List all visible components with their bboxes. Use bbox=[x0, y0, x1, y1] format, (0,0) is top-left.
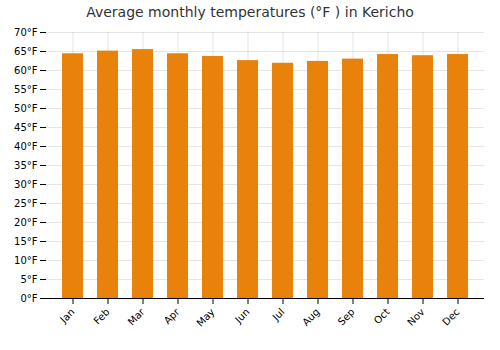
svg-text:45°F: 45°F bbox=[14, 122, 38, 133]
svg-text:50°F: 50°F bbox=[14, 103, 38, 114]
svg-text:Feb: Feb bbox=[91, 306, 111, 326]
svg-text:Sep: Sep bbox=[336, 306, 357, 327]
html-text:Average monthly temperatures (: Average monthly temperatures (°F ) in Ke… bbox=[86, 4, 414, 20]
svg-text:25°F: 25°F bbox=[14, 198, 38, 209]
svg-text:15°F: 15°F bbox=[14, 236, 38, 247]
svg-text:40°F: 40°F bbox=[14, 141, 38, 152]
svg-text:Apr: Apr bbox=[162, 306, 183, 327]
svg-text:Oct: Oct bbox=[372, 306, 392, 326]
svg-text:70°F: 70°F bbox=[14, 27, 38, 38]
svg-text:55°F: 55°F bbox=[14, 84, 38, 95]
svg-text:Dec: Dec bbox=[440, 306, 461, 327]
svg-text:65°F: 65°F bbox=[14, 46, 38, 57]
svg-text:Jun: Jun bbox=[232, 306, 252, 326]
svg-text:Aug: Aug bbox=[300, 306, 322, 328]
svg-text:10°F: 10°F bbox=[14, 255, 38, 266]
svg-text:Mar: Mar bbox=[126, 306, 148, 328]
svg-text:0°F: 0°F bbox=[20, 293, 37, 304]
svg-text:Nov: Nov bbox=[405, 306, 427, 328]
svg-text:20°F: 20°F bbox=[14, 217, 38, 228]
svg-text:Jul: Jul bbox=[270, 306, 287, 323]
svg-text:May: May bbox=[194, 306, 216, 328]
svg-text:30°F: 30°F bbox=[14, 179, 38, 190]
svg-text:35°F: 35°F bbox=[14, 160, 38, 171]
svg-text:60°F: 60°F bbox=[14, 65, 38, 76]
svg-text:5°F: 5°F bbox=[20, 274, 37, 285]
svg-text:Jan: Jan bbox=[57, 306, 76, 325]
